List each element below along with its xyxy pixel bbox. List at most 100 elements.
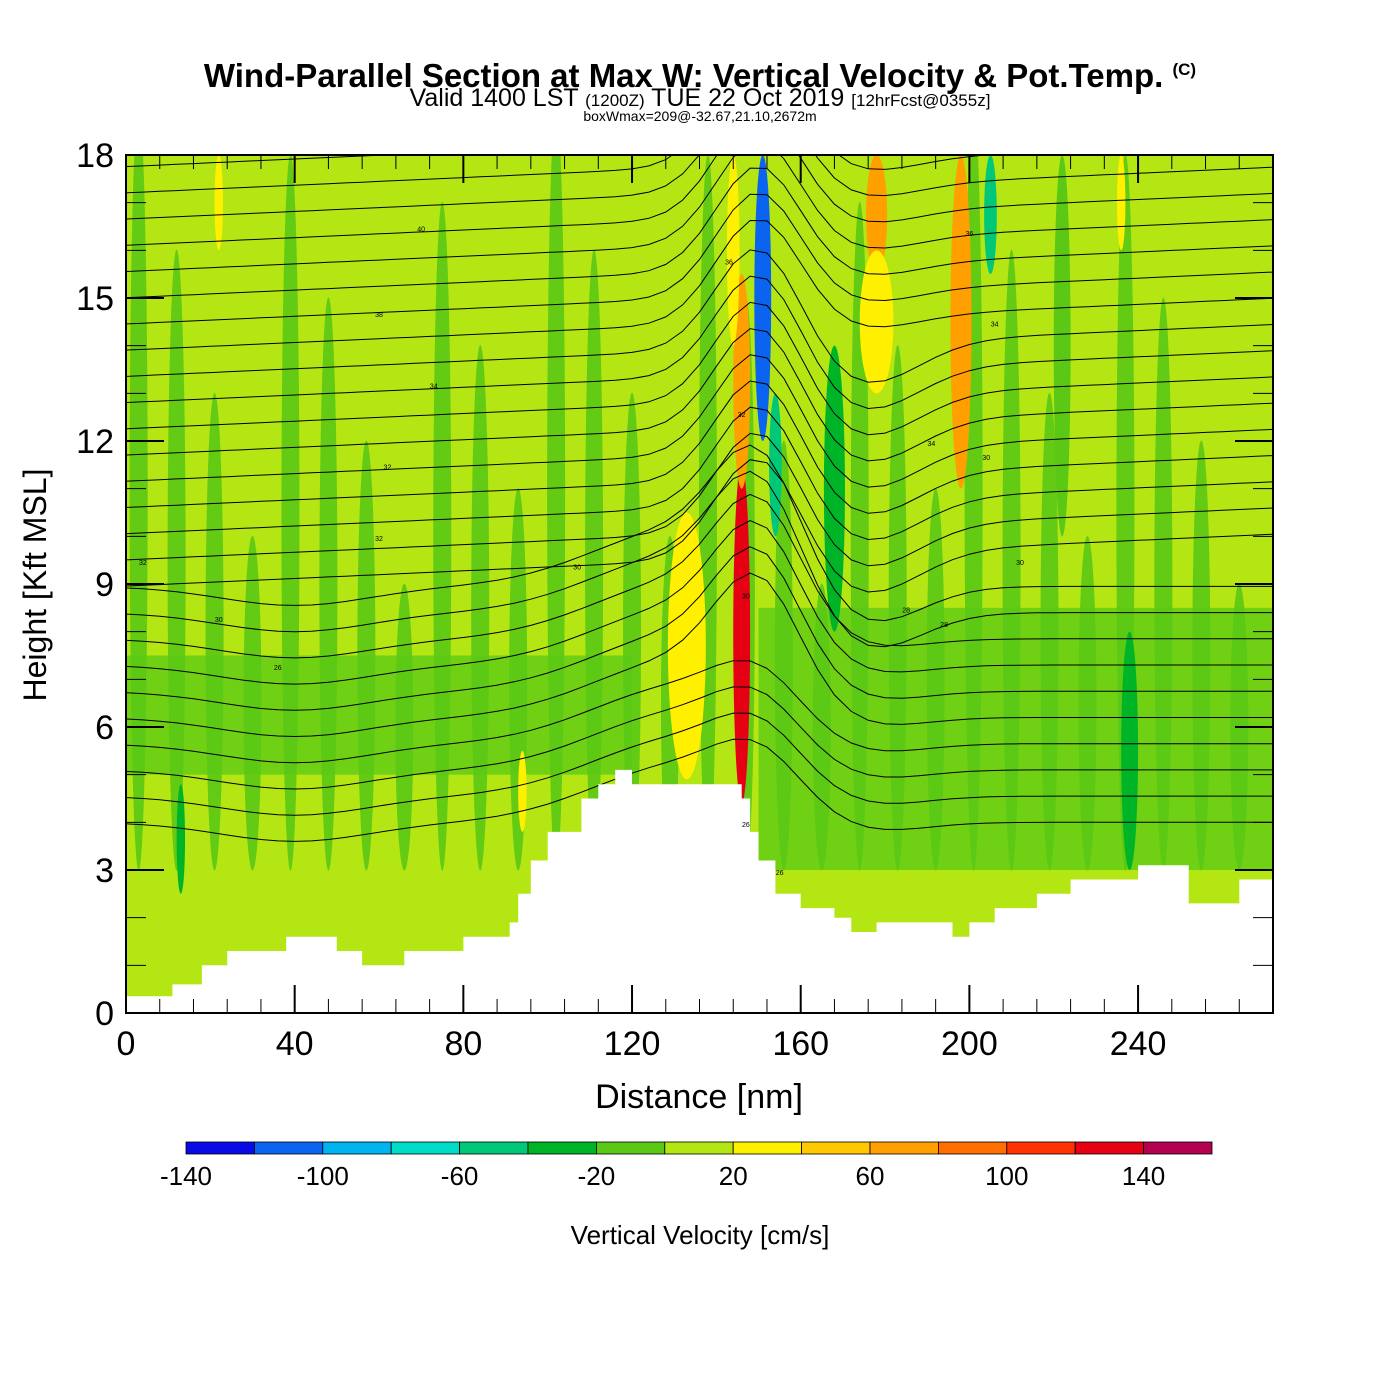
x-tick-label: 160: [772, 1025, 829, 1063]
theta-contour: [126, 249, 1273, 383]
contour-label: 36: [965, 231, 973, 238]
colorbar-label: Vertical Velocity [cm/s]: [570, 1220, 830, 1250]
y-tick-label: 12: [76, 423, 114, 461]
field-streak: [205, 392, 224, 871]
theta-contour: [126, 520, 1273, 685]
field-streak: [698, 155, 717, 871]
contour-label: 26: [742, 822, 750, 829]
theta-contour: [126, 738, 1273, 842]
y-tick-label: 9: [95, 566, 114, 604]
y-tick-label: 6: [95, 709, 114, 747]
contour-label: 32: [738, 412, 746, 419]
velocity-feature-13: [176, 784, 186, 894]
velocity-feature-3: [726, 155, 740, 346]
velocity-feature-8: [859, 250, 894, 394]
colorbar-segment: [869, 1141, 939, 1155]
theta-contour: [126, 155, 1273, 246]
theta-contour: [126, 432, 1273, 567]
field-streak: [585, 249, 604, 871]
theta-contour: [126, 155, 992, 194]
contour-label: 32: [139, 560, 147, 567]
colorbar-segment: [322, 1141, 392, 1155]
colorbar-tick-label: 140: [1122, 1161, 1165, 1191]
velocity-feature-14: [518, 750, 527, 832]
theta-contour: [126, 660, 1273, 764]
theta-contour: [126, 167, 1273, 299]
chart-title: Wind-Parallel Section at Max W: Vertical…: [203, 57, 1197, 94]
contour-label: 28: [940, 622, 948, 629]
theta-contour: [126, 686, 1273, 790]
contour-label: 30: [742, 593, 750, 600]
x-tick-label: 200: [941, 1025, 998, 1063]
colorbar-segment: [459, 1141, 529, 1155]
contour-label: 30: [1016, 560, 1024, 567]
theta-contour: [126, 301, 1273, 436]
theta-contour: [126, 459, 1273, 593]
contour-label: 26: [776, 870, 784, 877]
colorbar-tick-label: -20: [578, 1161, 616, 1191]
contour-label: 30: [982, 455, 990, 462]
field-streak: [167, 249, 186, 871]
y-tick-label: 0: [95, 995, 114, 1033]
colorbar-segment: [1143, 1141, 1213, 1155]
theta-contour: [126, 328, 1273, 462]
contour-label: 34: [991, 322, 999, 329]
theta-contour: [126, 155, 394, 168]
theta-contour: [126, 11, 1273, 141]
contour-label: 30: [215, 617, 223, 624]
terrain-mask: [126, 769, 1273, 1013]
x-tick-label: 40: [276, 1025, 314, 1063]
contour-label: 30: [573, 565, 581, 572]
x-tick-label: 0: [117, 1025, 136, 1063]
velocity-feature-10: [984, 155, 997, 275]
theta-contour: [126, 193, 1273, 325]
colorbar-segment: [596, 1141, 666, 1155]
theta-contour: [126, 354, 1273, 488]
contour-label: 38: [375, 312, 383, 319]
field-streak: [319, 297, 338, 871]
colorbar-segment: [527, 1141, 597, 1155]
velocity-feature-1: [733, 464, 751, 804]
velocity-feature-7: [866, 155, 888, 275]
colorbar-segment: [938, 1141, 1008, 1155]
y-tick-label: 18: [76, 137, 114, 175]
velocity-feature-12: [1121, 631, 1139, 870]
colorbar-segment: [253, 1141, 324, 1155]
y-axis-label: Height [Kft MSL]: [17, 469, 53, 702]
colorbar-tick-label: -140: [160, 1161, 212, 1191]
theta-contour: [126, 219, 1273, 351]
theta-contour: [126, 406, 1273, 541]
x-axis-label: Distance [nm]: [595, 1078, 803, 1116]
colorbar-tick-label: 100: [985, 1161, 1028, 1191]
velocity-feature-11: [1053, 155, 1071, 537]
theta-contour: [126, 470, 1273, 648]
colorbar-segment: [390, 1141, 461, 1155]
contour-label: 40: [417, 226, 425, 233]
theta-contour: [126, 155, 1273, 272]
theta-contour: [126, 275, 1273, 410]
velocity-feature-4: [754, 155, 772, 441]
theta-contour: [126, 493, 1273, 659]
contour-label: 34: [430, 384, 438, 391]
field-lowlevel-band-east: [758, 607, 1273, 870]
contour-label: 32: [375, 536, 383, 543]
colorbar-tick-label: 20: [719, 1161, 748, 1191]
velocity-feature-16: [1116, 155, 1126, 251]
contour-label: 34: [928, 441, 936, 448]
x-tick-label: 240: [1110, 1025, 1167, 1063]
colorbar-segment: [732, 1141, 803, 1155]
box-wmax-info: boxWmax=209@-32.67,21.10,2672m: [583, 108, 817, 124]
colorbar-tick-label: -100: [297, 1161, 349, 1191]
colorbar-tick-label: 60: [856, 1161, 885, 1191]
y-tick-label: 15: [76, 280, 114, 318]
copyright-mark: (C): [1172, 60, 1197, 79]
colorbar-segment: [801, 1141, 871, 1155]
velocity-feature-9: [950, 155, 972, 489]
theta-contour: [126, 155, 1273, 220]
colorbar-segment: [185, 1141, 255, 1155]
velocity-feature-0: [667, 512, 706, 780]
theta-contour: [126, 712, 1273, 816]
theta-contour: [126, 572, 1273, 738]
contour-label: 36: [725, 260, 733, 267]
